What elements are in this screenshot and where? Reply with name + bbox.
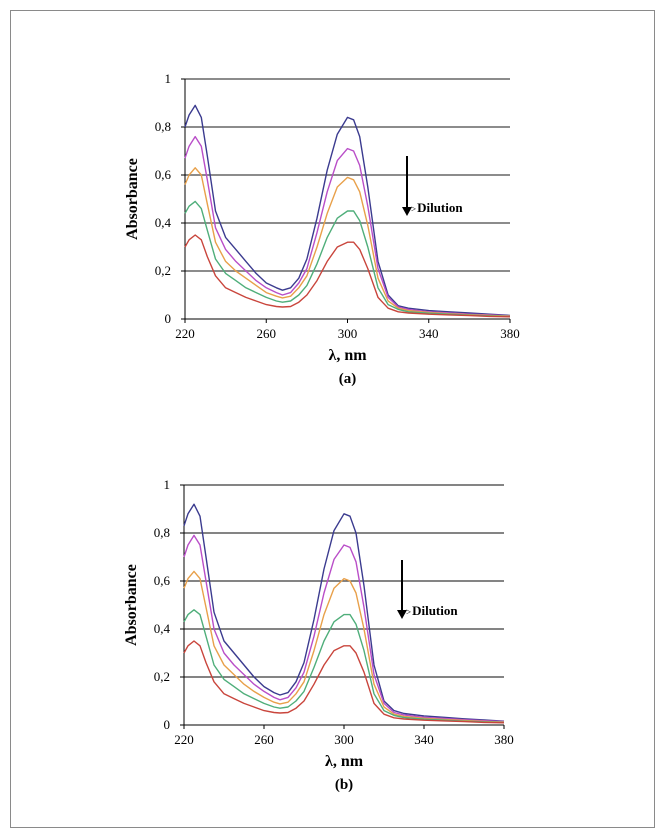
series-line-4	[184, 200, 511, 318]
series-line-1	[183, 503, 505, 722]
y-tick-label: 0,2	[154, 669, 170, 684]
y-tick-label: 0,4	[155, 215, 172, 230]
x-axis-title: λ, nm	[325, 753, 364, 770]
x-axis-title: λ, nm	[328, 347, 367, 364]
y-tick-label: 0,6	[154, 573, 171, 588]
x-tick-label: 340	[419, 326, 439, 341]
figure-frame	[10, 10, 655, 828]
y-tick-label: 0,2	[155, 263, 171, 278]
y-tick-label: 0,4	[154, 621, 171, 636]
series-line-3	[184, 167, 511, 317]
y-tick-label: 0,6	[155, 167, 172, 182]
y-tick-label: 0,8	[154, 525, 170, 540]
x-tick-label: 220	[174, 732, 194, 747]
series-line-1	[184, 104, 511, 317]
x-tick-label: 380	[500, 326, 520, 341]
dilution-arrow-head	[397, 610, 407, 619]
chart-panel-b: 0 0,2 0,4 0,6 0,8 1 220 260 300 340 380 λ, nm Absorb…	[123, 477, 514, 793]
x-tick-label: 380	[494, 732, 514, 747]
series-line-2	[184, 135, 511, 317]
y-tick-label: 0,8	[155, 119, 171, 134]
x-tick-label: 260	[254, 732, 274, 747]
series-line-2	[183, 534, 505, 723]
series-line-4	[183, 609, 505, 724]
series-line-5	[184, 234, 511, 318]
y-axis-title: Absorbance	[124, 158, 141, 240]
x-tick-label: 340	[414, 732, 434, 747]
y-tick-label: 0	[165, 311, 172, 326]
series-line-5	[183, 640, 505, 724]
x-tick-label: 260	[257, 326, 277, 341]
y-tick-label: 1	[165, 71, 172, 86]
dilution-annotation: >Dilution	[406, 603, 458, 618]
y-tick-label: 0	[164, 717, 171, 732]
series-line-3	[183, 570, 505, 723]
dilution-arrow-head	[402, 207, 412, 216]
x-tick-label: 220	[175, 326, 195, 341]
y-axis-title: Absorbance	[123, 564, 140, 646]
panel-label: (b)	[335, 777, 353, 793]
x-tick-label: 300	[334, 732, 354, 747]
chart-panel-a: 0 0,2 0,4 0,6 0,8 1 220 260 300 340 380 λ, nm Absorb…	[124, 71, 520, 387]
panel-label: (a)	[339, 371, 357, 387]
y-tick-label: 1	[164, 477, 171, 492]
x-tick-label: 300	[338, 326, 358, 341]
dilution-annotation: >Dilution	[411, 200, 463, 215]
